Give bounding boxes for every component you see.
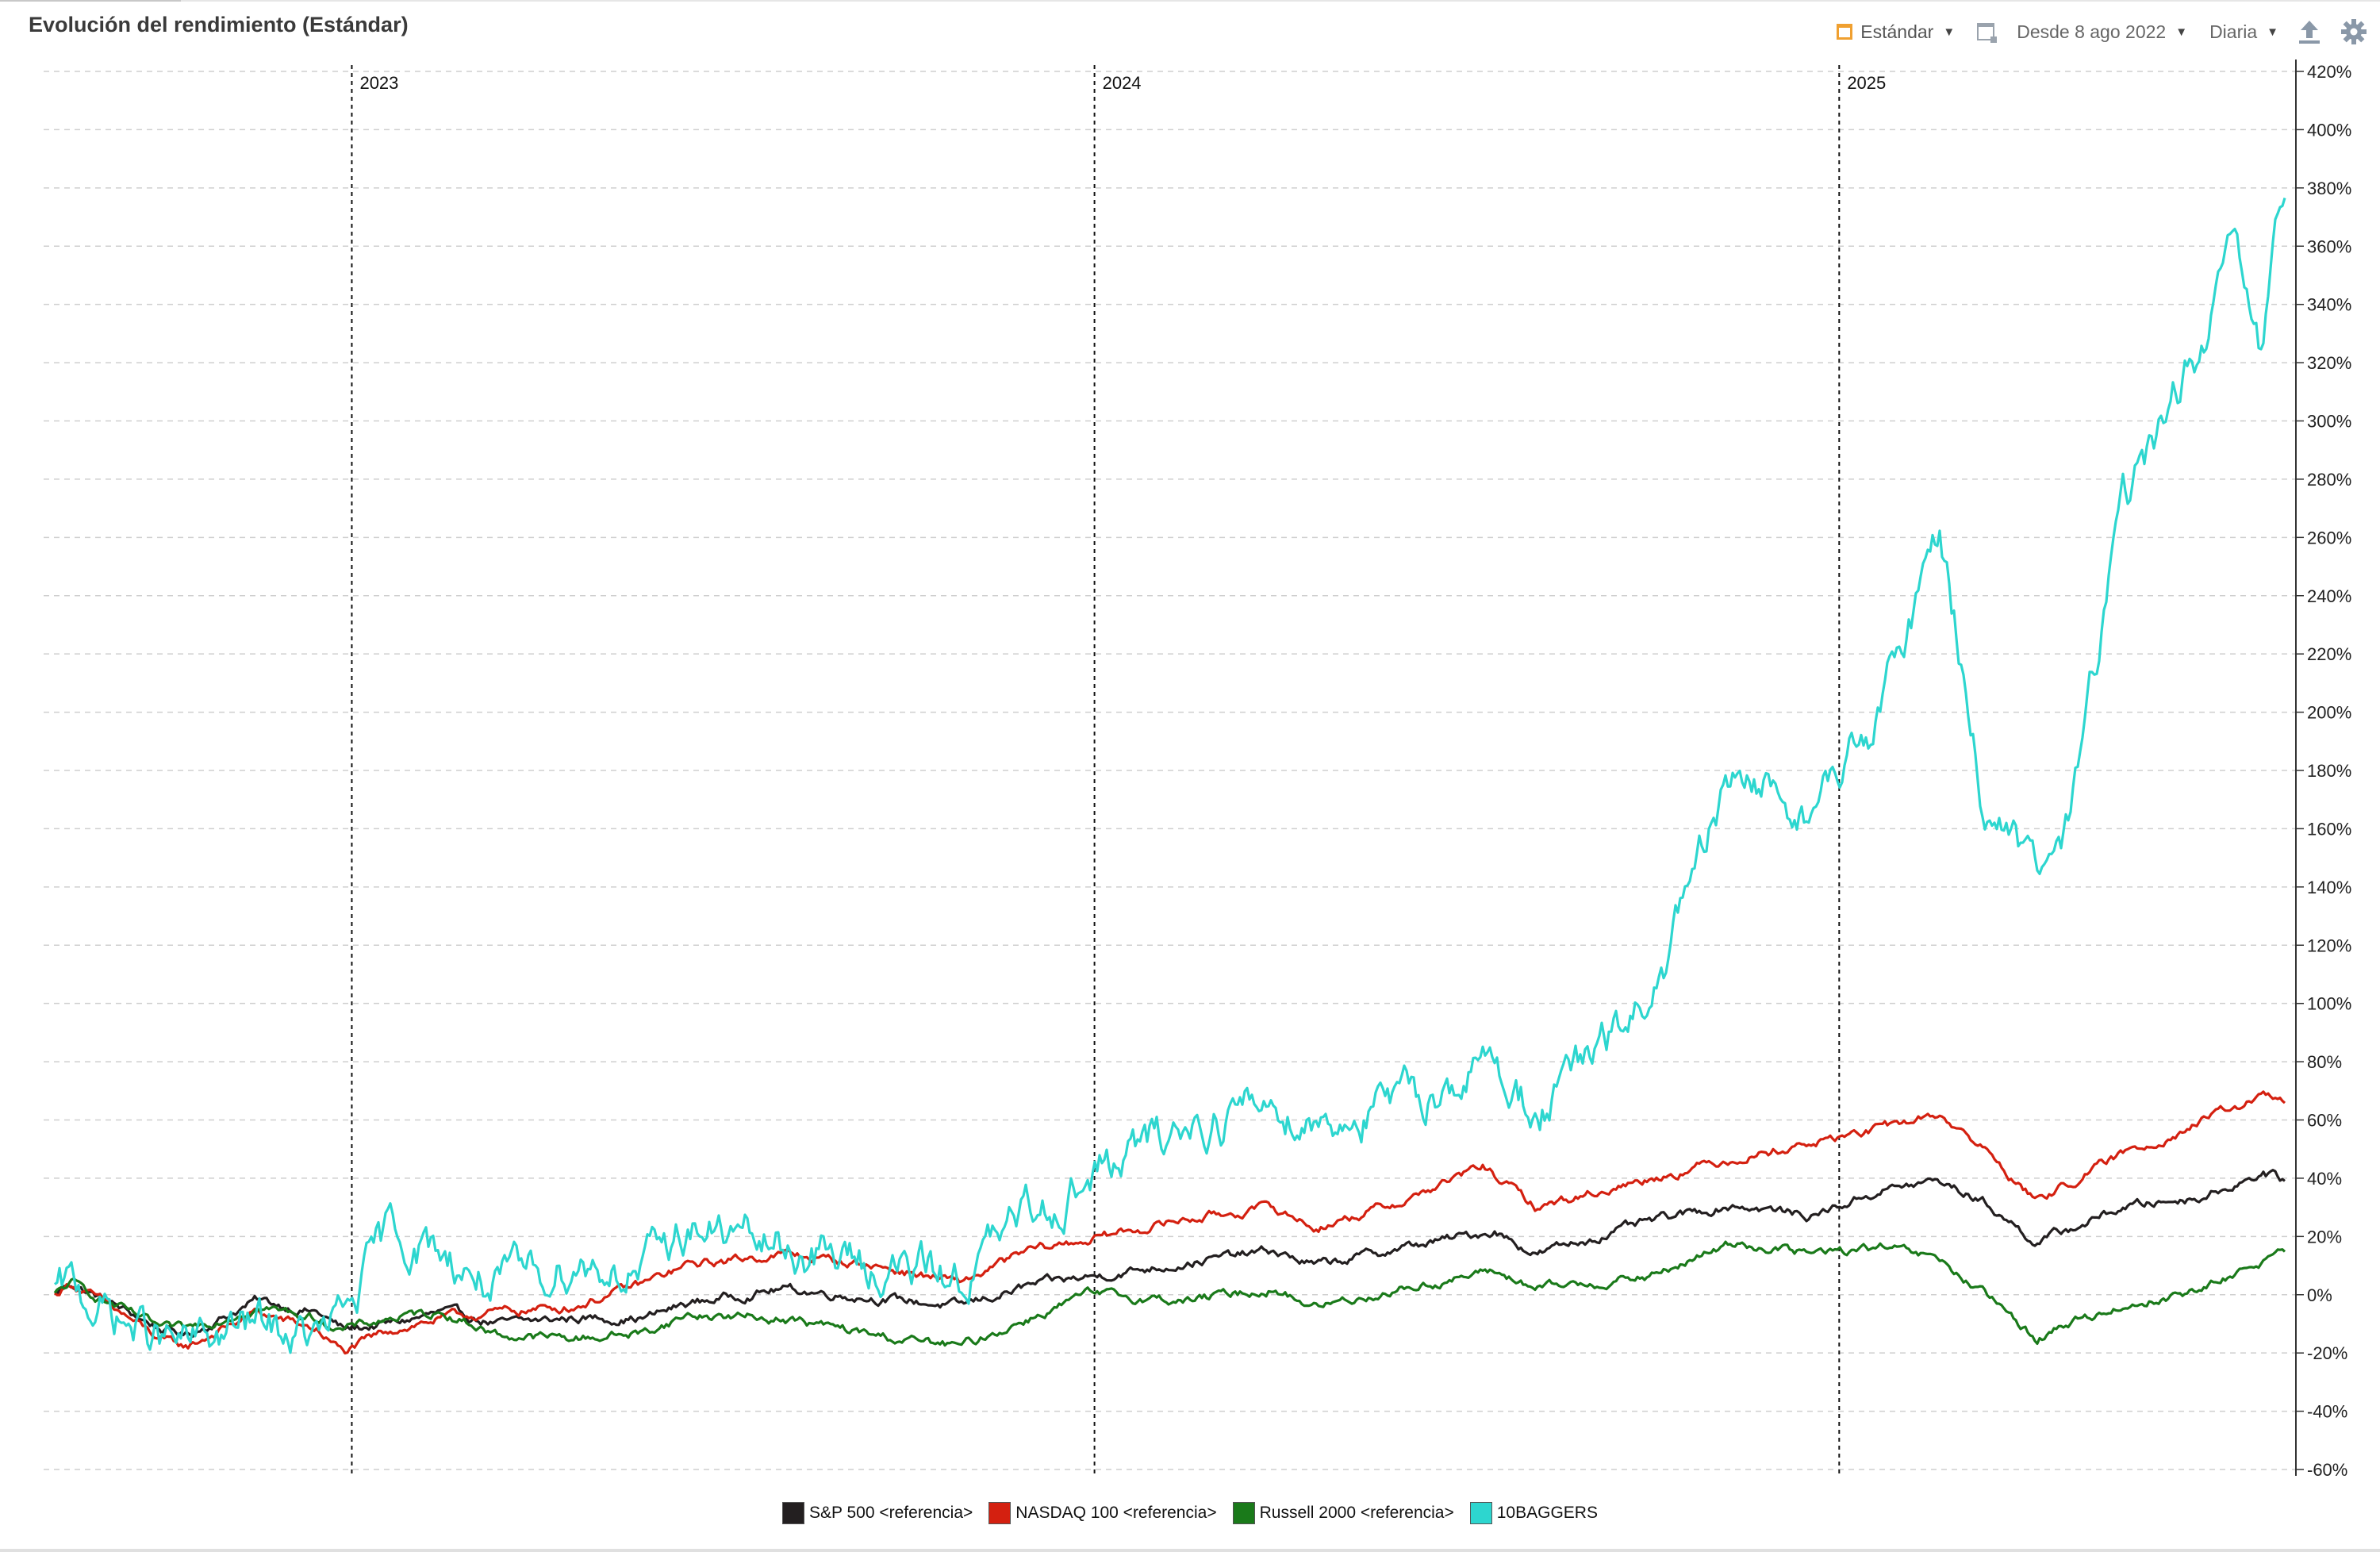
view-label: Estándar — [1860, 21, 1934, 42]
y-tick-label: -40% — [2307, 1402, 2347, 1422]
bottom-border — [0, 1549, 2380, 1552]
calendar-range-button[interactable] — [1977, 23, 1998, 43]
export-icon — [2299, 21, 2320, 44]
y-tick-label: 380% — [2307, 179, 2351, 198]
interval-label: Diaria — [2209, 21, 2258, 42]
legend-label: 10BAGGERS — [1496, 1504, 1598, 1522]
view-selector[interactable]: Estándar ▼ — [1837, 21, 1955, 43]
chart-toolbar: Estándar ▼ Desde 8 ago 2022 ▼ Diaria ▼ — [1814, 17, 2367, 46]
year-markers: 2023 2024 2025 — [351, 65, 1886, 1477]
y-tick-label: 360% — [2307, 236, 2351, 256]
export-button[interactable] — [2296, 18, 2323, 45]
top-border — [0, 0, 2380, 5]
year-label: 2023 — [359, 73, 398, 93]
calendar-icon — [1837, 24, 1853, 40]
series-line[interactable] — [54, 1169, 2286, 1338]
legend-item[interactable]: 10BAGGERS — [1469, 1502, 1598, 1524]
chevron-down-icon: ▼ — [1943, 25, 1956, 39]
y-tick-label: 220% — [2307, 644, 2351, 664]
y-tick-label: 400% — [2307, 120, 2351, 140]
year-label: 2025 — [1847, 73, 1886, 93]
y-tick-label: 160% — [2307, 819, 2351, 839]
gridlines — [44, 71, 2296, 1470]
y-tick-label: 340% — [2307, 295, 2351, 315]
y-tick-label: 240% — [2307, 586, 2351, 606]
legend-swatch — [782, 1502, 805, 1524]
y-tick-label: 40% — [2307, 1169, 2342, 1189]
legend-item[interactable]: NASDAQ 100 <referencia> — [988, 1502, 1217, 1524]
chart-title: Evolución del rendimiento (Estándar) — [29, 13, 409, 36]
year-label: 2024 — [1103, 73, 1142, 93]
legend-item[interactable]: Russell 2000 <referencia> — [1232, 1502, 1454, 1524]
y-tick-label: 100% — [2307, 994, 2351, 1014]
y-tick-label: 200% — [2307, 703, 2351, 723]
y-tick-label: 80% — [2307, 1052, 2342, 1072]
y-tick-label: 180% — [2307, 761, 2351, 781]
chart-legend: S&P 500 <referencia> NASDAQ 100 <referen… — [0, 1502, 2380, 1524]
calendar-range-icon — [1977, 23, 1998, 43]
performance-chart[interactable]: 420% 400% 380% 360% 340% 320% 300% 280% 260% 240%… — [0, 0, 2380, 1500]
legend-label: S&P 500 <referencia> — [809, 1504, 973, 1522]
y-tick-label: 60% — [2307, 1111, 2342, 1131]
y-tick-label: 120% — [2307, 935, 2351, 955]
series-line[interactable] — [53, 1240, 2286, 1347]
gear-icon — [2341, 19, 2367, 44]
y-tick-label: -20% — [2307, 1343, 2347, 1363]
y-axis: 420% 400% 380% 360% 340% 320% 300% 280% 260% 240%… — [2295, 60, 2351, 1480]
legend-label: NASDAQ 100 <referencia> — [1015, 1504, 1217, 1522]
y-tick-label: 300% — [2307, 412, 2351, 432]
y-tick-label: 260% — [2307, 528, 2351, 547]
legend-label: Russell 2000 <referencia> — [1259, 1504, 1454, 1522]
series-line[interactable] — [54, 198, 2286, 1354]
y-tick-label: 420% — [2307, 62, 2351, 82]
chevron-down-icon: ▼ — [2267, 25, 2278, 39]
range-selector[interactable]: Desde 8 ago 2022 ▼ — [2017, 21, 2187, 43]
settings-button[interactable] — [2340, 18, 2367, 45]
y-tick-label: 320% — [2307, 353, 2351, 373]
y-tick-label: 280% — [2307, 470, 2351, 490]
legend-swatch — [1469, 1502, 1492, 1524]
legend-swatch — [1232, 1502, 1255, 1524]
y-tick-label: 20% — [2307, 1227, 2342, 1247]
y-tick-label: 0% — [2307, 1285, 2332, 1305]
series-line[interactable] — [54, 1090, 2286, 1355]
range-label: Desde 8 ago 2022 — [2017, 21, 2167, 42]
y-tick-label: 140% — [2307, 878, 2351, 897]
legend-swatch — [988, 1502, 1012, 1524]
legend-item[interactable]: S&P 500 <referencia> — [782, 1502, 973, 1524]
y-tick-label: -60% — [2307, 1460, 2347, 1480]
interval-selector[interactable]: Diaria ▼ — [2209, 21, 2278, 43]
chevron-down-icon: ▼ — [2175, 25, 2188, 39]
